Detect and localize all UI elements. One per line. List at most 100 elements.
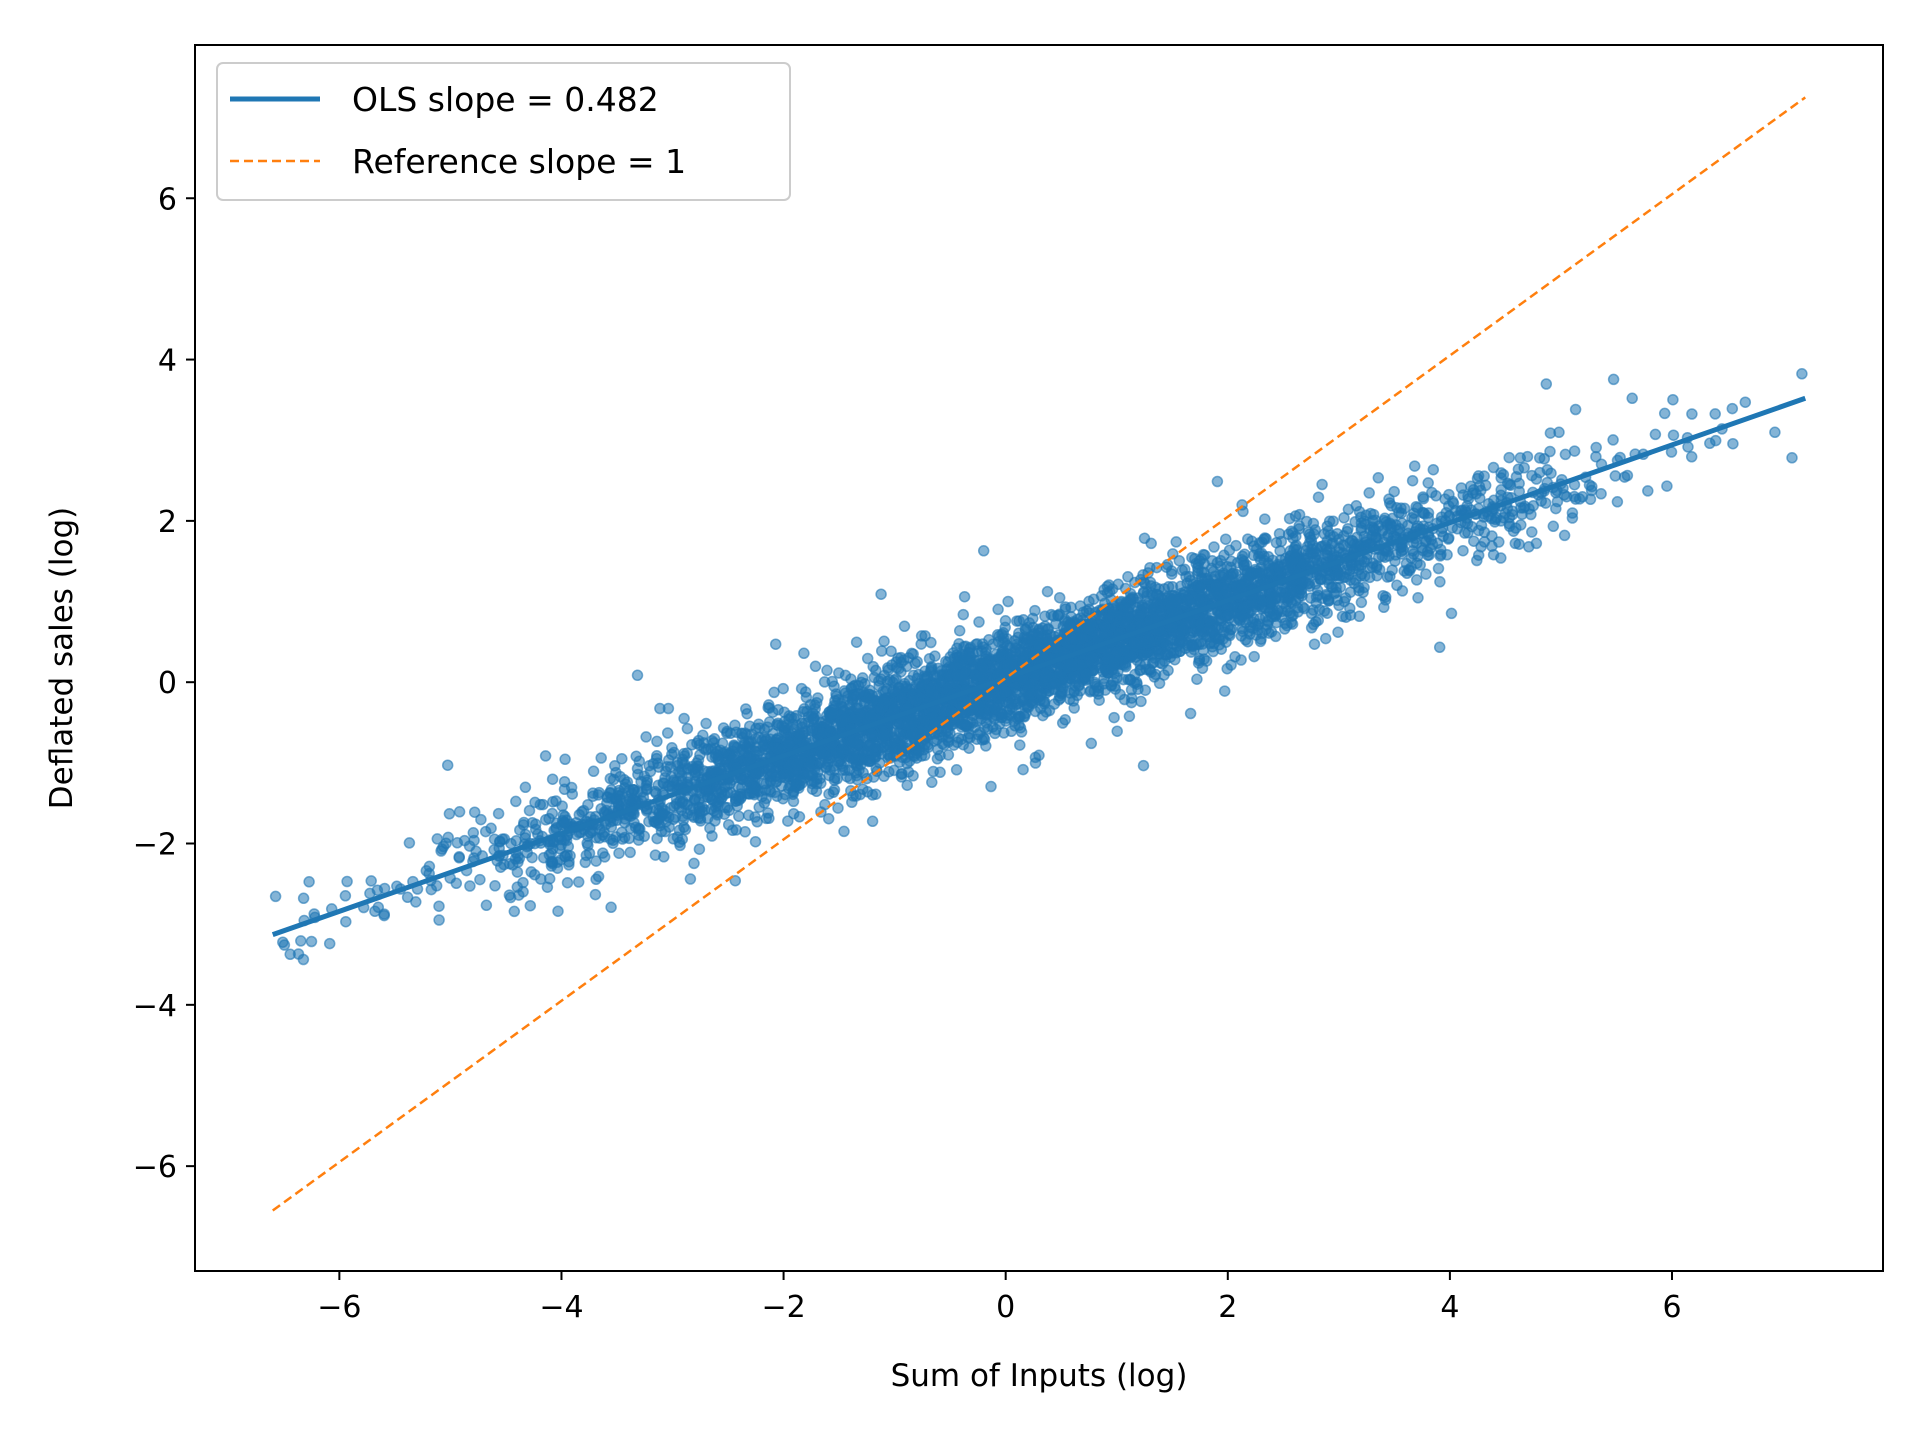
scatter-point [775,771,787,784]
scatter-point [658,808,671,821]
scatter-point [1218,582,1231,594]
scatter-point [1327,515,1339,527]
scatter-point [802,768,814,781]
scatter-point [1551,495,1564,508]
scatter-point [305,935,318,948]
scatter-point [868,671,881,684]
scatter-point [1433,641,1446,654]
scatter-point [979,646,992,659]
scatter-point [678,712,690,725]
scatter-point [1446,495,1459,508]
scatter-point [1219,533,1232,545]
scatter-point [1796,368,1808,380]
scatter-point [340,915,352,928]
scatter-point [1286,597,1299,609]
scatter-point [1383,493,1395,505]
scatter-point [587,790,599,802]
scatter-point [1248,650,1260,663]
scatter-point [1135,695,1147,708]
scatter-point [1367,508,1380,521]
scatter-point [1218,549,1230,562]
scatter-point [688,857,700,870]
scatter-point [1088,685,1101,697]
scatter-point [1611,496,1624,508]
scatter-point [1667,393,1679,406]
scatter-point [748,781,760,794]
scatter-point [983,690,995,702]
scatter-point [890,656,903,668]
scatter-point [739,826,751,838]
scatter-point [787,786,800,799]
scatter-point [1336,610,1349,623]
scatter-point [1426,486,1438,499]
scatter-point [1047,610,1060,622]
scatter-point [721,727,733,739]
scatter-point [1472,549,1485,561]
scatter-point [1626,392,1638,405]
scatter-point [1254,635,1267,648]
scatter-point [846,796,858,809]
scatter-point [687,763,699,776]
scatter-point [706,830,718,842]
scatter-point [583,847,596,859]
scatter-point [1278,623,1291,635]
scatter-point [1353,584,1365,597]
scatter-point [1457,544,1469,557]
scatter-point [833,667,845,679]
scatter-point [931,716,944,728]
scatter-point [934,766,946,779]
scatter-point [1478,526,1491,538]
scatter-point [1553,426,1565,439]
scatter-point [791,758,803,771]
scatter-point [712,753,724,765]
scatter-point [795,682,808,695]
scatter-point [1331,594,1344,607]
scatter-point [1236,553,1248,566]
scatter-point [1442,533,1455,545]
scatter-point [1184,615,1196,628]
scatter-point [1101,586,1114,599]
scatter-point [631,762,644,775]
scatter-point [640,784,653,796]
scatter-point [1459,527,1471,539]
scatter-point [964,732,976,744]
scatter-point [1474,492,1486,505]
scatter-point [284,948,296,961]
scatter-point [529,796,541,809]
scatter-point [671,756,684,769]
scatter-point [640,731,652,743]
scatter-point [1128,677,1141,689]
scatter-point [910,694,922,707]
scatter-point [1595,488,1607,500]
scatter-point [1487,461,1500,474]
scatter-point [1349,515,1361,528]
scatter-point [433,900,445,912]
scatter-point [508,905,521,918]
scatter-point [1371,569,1383,582]
scatter-point [1208,541,1220,553]
scatter-point [751,768,764,780]
scatter-point [1221,662,1233,675]
scatter-point [684,804,697,816]
scatter-point [1303,528,1316,541]
scatter-point [1391,579,1403,592]
scatter-point [1111,725,1123,737]
scatter-point [1427,463,1440,476]
scatter-point [1432,562,1445,575]
scatter-point [809,699,821,711]
scatter-point [1233,612,1246,624]
scatter-point [341,875,353,888]
scatter-point [528,868,541,881]
scatter-point [1156,658,1169,670]
scatter-point [885,645,897,657]
scatter-point [1685,451,1698,463]
scatter-point [1403,564,1415,576]
scatter-point [1322,525,1334,538]
scatter-point [700,717,712,730]
scatter-point [539,750,552,762]
scatter-point [1540,378,1553,390]
scatter-point [1093,609,1105,622]
scatter-point [1547,520,1560,533]
scatter-point [1023,688,1036,700]
scatter-point [582,798,594,811]
